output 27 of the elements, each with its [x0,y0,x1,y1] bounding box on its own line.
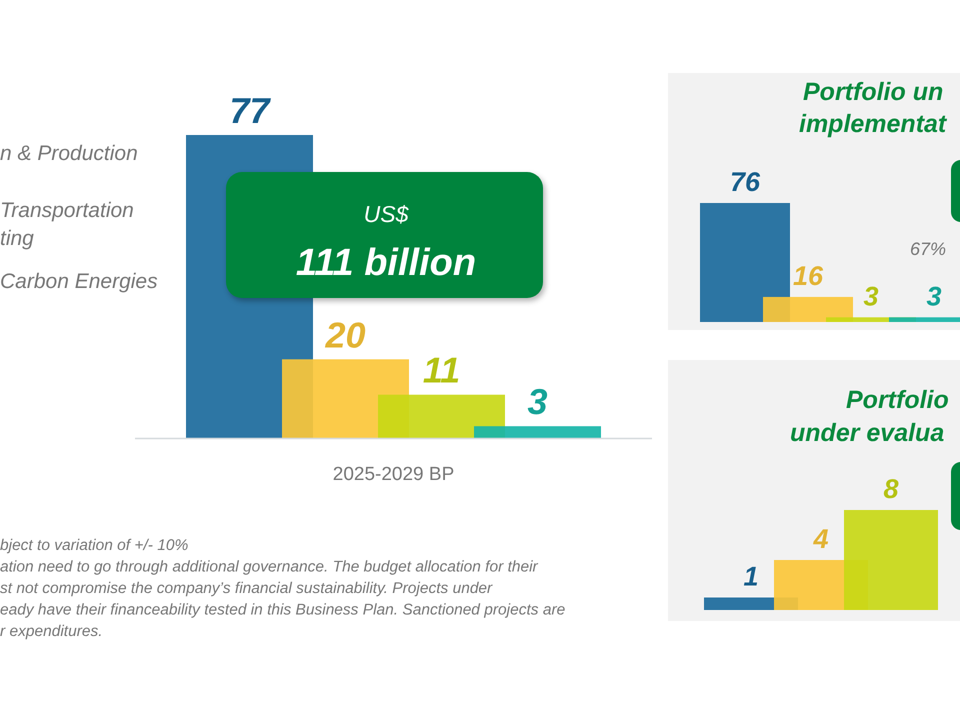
text: bject to variation of +/- 10% [0,537,188,554]
bar [378,394,505,438]
chart-title: Portfolio under evalua [790,386,949,447]
data-label: 8 [883,474,899,504]
text: eady have their financeability tested in this Business Plan. Sanctioned projects are [0,602,566,618]
data-label: 3 [926,281,942,312]
data-label: 11 [422,350,460,391]
data-label: 3 [863,281,879,312]
bar [474,426,601,438]
data-label: 77 [229,90,272,131]
text: ation need to go through additional governance. The budget allocation for their [0,558,539,576]
data-label: 4 [812,524,829,554]
x-axis-title: 2025-2029 BP [332,464,454,485]
data-label: 20 [324,314,366,356]
text: Transportation ting [0,199,134,250]
annotation: Carbon Energies [0,270,158,293]
data-label: 16 [792,260,824,291]
chart-title: Portfolio un implementat [799,78,948,138]
annotation: 67% [910,239,946,259]
text: st not compromise the company’s financial sustainability. Projects under [0,580,494,597]
data-label: 76 [730,167,761,197]
text: r expenditures. [0,623,103,640]
annotation: n & Production [0,142,138,165]
annotation: 111 billion [296,242,476,284]
annotation: US$ [364,201,410,227]
data-label: 3 [527,381,548,422]
data-label: 1 [743,562,759,592]
